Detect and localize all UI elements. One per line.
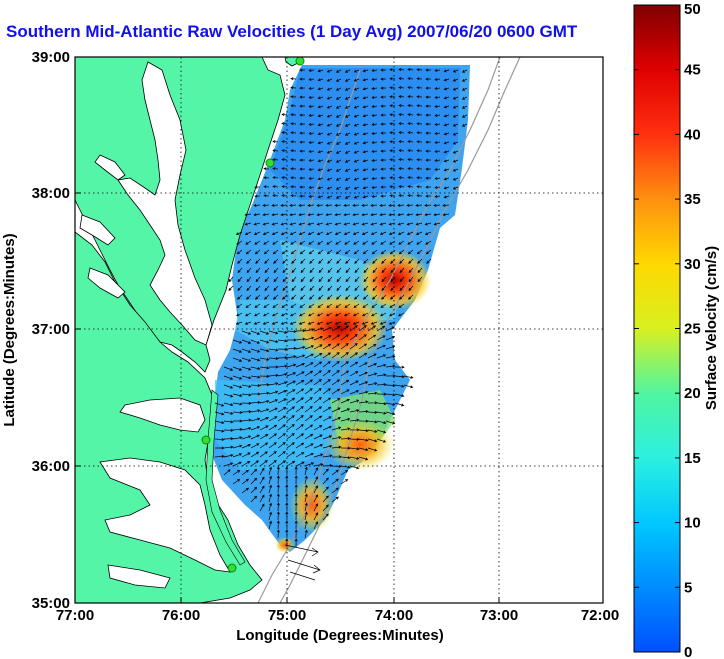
axis-tick-marks bbox=[74, 56, 604, 604]
x-tick-label: 77:00 bbox=[56, 607, 94, 624]
colorbar-tick-label: 5 bbox=[684, 579, 692, 596]
velocity-arrows-large bbox=[284, 544, 321, 581]
station-marker bbox=[201, 435, 211, 445]
x-axis-label: Longitude (Degrees:Minutes) bbox=[236, 627, 444, 644]
grid-lines bbox=[75, 57, 603, 603]
chesapeake-bay bbox=[79, 61, 213, 346]
x-tick-label: 76:00 bbox=[162, 607, 200, 624]
radar-stations bbox=[201, 57, 305, 573]
x-tick-labels: 77:00 76:00 75:00 74:00 73:00 72:00 bbox=[56, 607, 619, 624]
colorbar-tick-label: 45 bbox=[684, 62, 701, 79]
colorbar-tick-label: 50 bbox=[684, 1, 701, 18]
colorbar-scale bbox=[633, 4, 681, 653]
x-tick-label: 73:00 bbox=[480, 607, 518, 624]
colorbar-tick-label: 40 bbox=[684, 126, 701, 143]
station-marker bbox=[265, 158, 275, 168]
velocity-arrows bbox=[214, 68, 468, 548]
x-tick-label: 72:00 bbox=[581, 607, 619, 624]
colorbar-label: Surface Velocity (cm/s) bbox=[703, 246, 720, 410]
x-tick-label: 74:00 bbox=[375, 607, 413, 624]
y-tick-label: 36:00 bbox=[32, 458, 70, 475]
colorbar-tick-label: 15 bbox=[684, 450, 701, 467]
nc-sounds bbox=[99, 397, 231, 589]
x-tick-label: 75:00 bbox=[268, 607, 306, 624]
y-tick-labels: 39:00 38:00 37:00 36:00 35:00 bbox=[32, 49, 70, 612]
barrier-islands bbox=[205, 389, 246, 566]
colorbar-tick-label: 35 bbox=[684, 191, 701, 208]
colorbar-tick-label: 30 bbox=[684, 256, 701, 273]
station-marker bbox=[295, 57, 305, 66]
map-title: Southern Mid-Atlantic Raw Velocities (1 … bbox=[6, 22, 578, 41]
colorbar-tick-label: 25 bbox=[684, 321, 701, 338]
colorbar: 0 5 10 15 20 25 30 35 40 45 50 Surface Velocity (c… bbox=[633, 1, 720, 659]
plot-border bbox=[74, 56, 604, 604]
y-tick-label: 35:00 bbox=[32, 595, 70, 612]
colorbar-tick-label: 0 bbox=[684, 644, 692, 659]
y-tick-label: 37:00 bbox=[32, 321, 70, 338]
y-tick-label: 39:00 bbox=[32, 49, 70, 66]
colorbar-tick-label: 10 bbox=[684, 515, 701, 532]
y-tick-label: 38:00 bbox=[32, 185, 70, 202]
colorbar-tick-label: 20 bbox=[684, 385, 701, 402]
station-marker bbox=[227, 563, 237, 573]
velocity-vectors bbox=[214, 68, 468, 581]
y-axis-label: Latitude (Degrees:Minutes) bbox=[1, 233, 18, 426]
